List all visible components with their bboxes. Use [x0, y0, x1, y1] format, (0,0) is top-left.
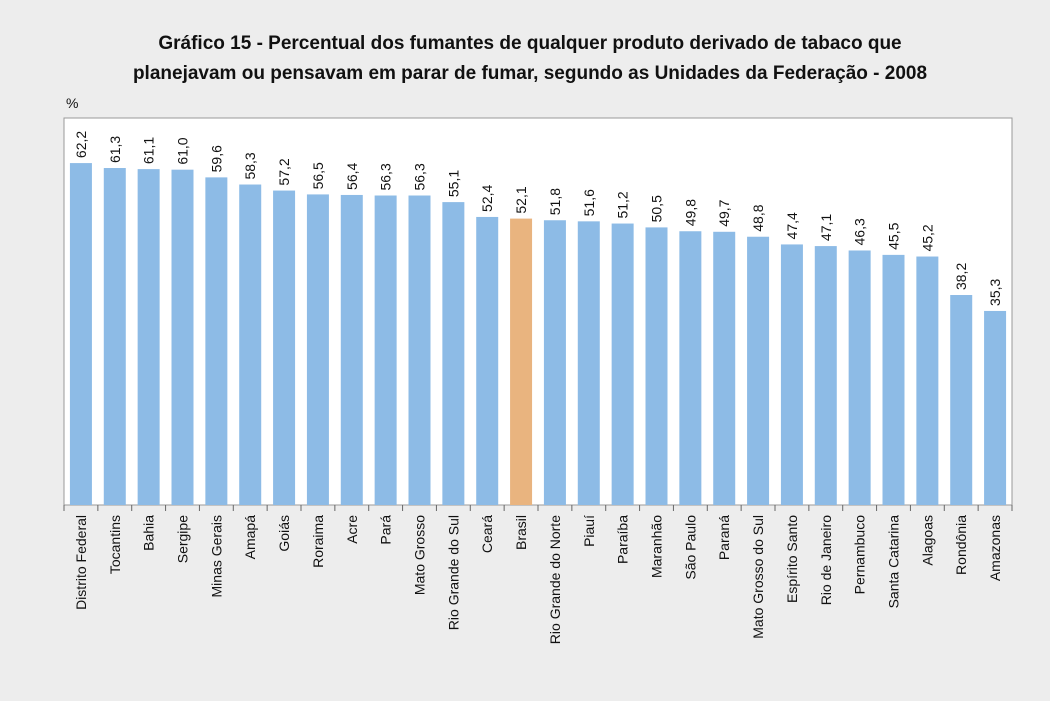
x-tick-label: Rio de Janeiro — [818, 515, 834, 605]
x-tick-label: Pará — [378, 515, 394, 545]
bar — [916, 256, 939, 505]
value-label: 48,8 — [750, 204, 766, 231]
chart-title: planejavam ou pensavam em parar de fumar… — [133, 63, 927, 84]
bar — [679, 231, 702, 506]
value-label: 35,3 — [987, 278, 1003, 305]
x-tick-label: Espírito Santo — [784, 515, 800, 603]
value-label: 61,1 — [141, 137, 157, 164]
bar — [950, 295, 973, 505]
x-tick-label: Alagoas — [919, 515, 935, 566]
value-label: 61,0 — [175, 137, 191, 164]
value-label: 38,2 — [953, 263, 969, 290]
bar — [273, 190, 296, 505]
value-label: 56,3 — [412, 163, 428, 190]
x-tick-label: Roraima — [310, 515, 326, 568]
value-label: 62,2 — [73, 131, 89, 158]
value-label: 45,5 — [886, 222, 902, 249]
value-label: 57,2 — [276, 158, 292, 185]
x-tick-label: Sergipe — [175, 515, 191, 563]
value-label: 51,8 — [547, 188, 563, 215]
value-label: 55,1 — [445, 170, 461, 197]
value-label: 58,3 — [242, 152, 258, 179]
bar — [476, 216, 499, 506]
value-label: 61,3 — [107, 136, 123, 163]
x-tick-label: São Paulo — [682, 515, 698, 580]
x-tick-label: Amapá — [242, 515, 258, 560]
x-tick-label: Santa Catarina — [886, 515, 902, 609]
bar — [205, 177, 228, 505]
x-tick-label: Acre — [344, 515, 360, 544]
bar — [239, 184, 262, 505]
bar — [374, 195, 397, 505]
bar — [103, 168, 126, 505]
x-tick-label: Rio Grande do Sul — [445, 515, 461, 630]
x-tick-label: Bahia — [141, 515, 157, 551]
bar — [747, 236, 770, 505]
x-tick-label: Piauí — [581, 515, 597, 547]
x-tick-label: Rondônia — [953, 515, 969, 575]
x-tick-label: Ceará — [479, 515, 495, 553]
bar — [645, 227, 668, 505]
value-label: 52,1 — [513, 186, 529, 213]
value-label: 56,4 — [344, 162, 360, 189]
x-tick-label: Minas Gerais — [208, 515, 224, 597]
bar — [814, 246, 837, 505]
x-tick-label: Maranhão — [649, 515, 665, 578]
bar — [442, 202, 465, 505]
value-label: 56,5 — [310, 162, 326, 189]
bar — [510, 218, 533, 505]
bar — [69, 163, 92, 505]
bar — [577, 221, 600, 505]
chart-title: Gráfico 15 - Percentual dos fumantes de … — [158, 33, 901, 54]
bar — [408, 195, 431, 505]
value-label: 47,4 — [784, 212, 800, 239]
value-label: 51,2 — [615, 191, 631, 218]
value-label: 46,3 — [852, 218, 868, 245]
x-tick-label: Goiás — [276, 515, 292, 552]
bar — [611, 223, 634, 505]
value-label: 50,5 — [649, 195, 665, 222]
bar — [137, 169, 160, 505]
value-label: 51,6 — [581, 189, 597, 216]
value-label: 47,1 — [818, 214, 834, 241]
x-tick-label: Rio Grande do Norte — [547, 515, 563, 644]
value-label: 45,2 — [919, 224, 935, 251]
x-tick-label: Mato Grosso — [412, 515, 428, 595]
x-tick-label: Pernambuco — [852, 515, 868, 595]
value-label: 52,4 — [479, 184, 495, 211]
x-tick-label: Amazonas — [987, 515, 1003, 581]
bar — [306, 194, 329, 505]
bar — [984, 310, 1007, 505]
bar — [882, 254, 905, 505]
x-tick-label: Paraná — [716, 515, 732, 560]
bar — [713, 231, 736, 505]
value-label: 59,6 — [208, 145, 224, 172]
bar — [848, 250, 871, 505]
bar — [543, 220, 566, 505]
y-axis-label: % — [66, 95, 78, 111]
x-tick-label: Paraíba — [615, 515, 631, 564]
bar — [780, 244, 803, 505]
value-label: 56,3 — [378, 163, 394, 190]
x-tick-label: Tocantins — [107, 515, 123, 574]
x-tick-label: Distrito Federal — [73, 515, 89, 610]
bar — [171, 169, 194, 506]
value-label: 49,7 — [716, 199, 732, 226]
value-label: 49,8 — [682, 199, 698, 226]
x-tick-label: Brasil — [513, 515, 529, 550]
bar — [340, 194, 363, 506]
x-tick-label: Mato Grosso do Sul — [750, 515, 766, 639]
